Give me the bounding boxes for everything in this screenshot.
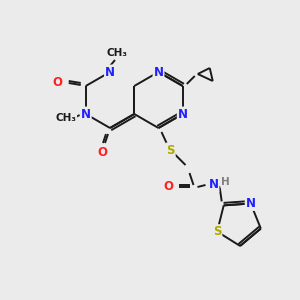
Text: CH₃: CH₃	[106, 48, 128, 58]
Text: O: O	[164, 179, 173, 193]
Text: N: N	[81, 107, 91, 121]
Text: N: N	[208, 178, 218, 191]
Text: N: N	[105, 65, 115, 79]
Text: S: S	[166, 143, 175, 157]
Text: CH₃: CH₃	[55, 113, 76, 123]
Text: H: H	[221, 177, 230, 187]
Text: O: O	[97, 146, 107, 160]
Text: O: O	[53, 76, 63, 88]
Text: N: N	[154, 65, 164, 79]
Text: N: N	[178, 107, 188, 121]
Text: N: N	[246, 197, 256, 210]
Text: S: S	[213, 225, 221, 238]
